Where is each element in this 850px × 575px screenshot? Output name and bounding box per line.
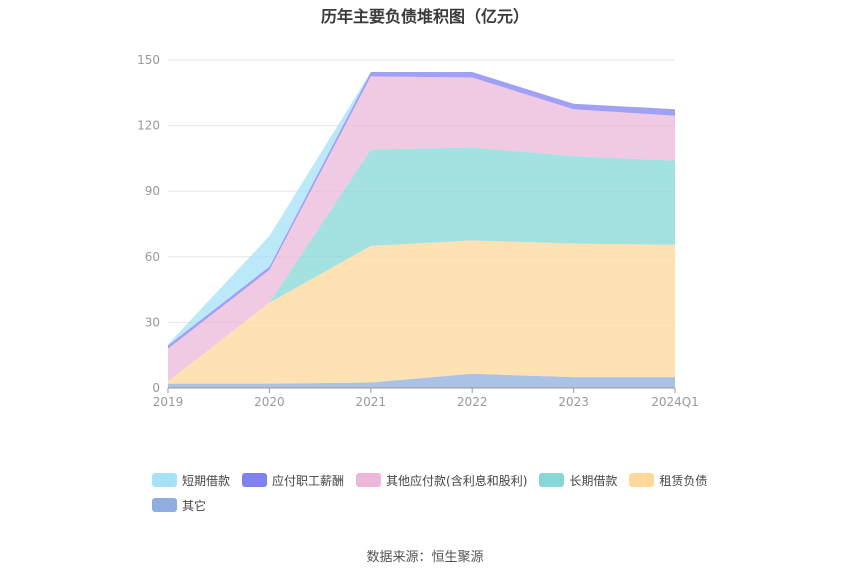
y-tick-label: 120	[137, 119, 160, 133]
legend-swatch	[356, 473, 382, 487]
legend: 短期借款 应付职工薪酬 其他应付款(含利息和股利) 长期借款 租赁负债其它	[152, 472, 732, 513]
legend-item[interactable]: 其它	[152, 497, 206, 513]
x-tick-label: 2019	[153, 395, 184, 409]
legend-item[interactable]: 长期借款	[539, 472, 617, 488]
area-series	[168, 72, 675, 388]
legend-swatch	[539, 473, 565, 487]
area-其它	[168, 373, 675, 388]
data-source: 数据来源：恒生聚源	[366, 550, 484, 565]
legend-item[interactable]: 其他应付款(含利息和股利)	[356, 472, 527, 488]
y-tick-label: 0	[152, 381, 160, 395]
legend-item[interactable]: 租赁负债	[629, 472, 707, 488]
x-tick-label: 2021	[356, 395, 387, 409]
legend-label: 其他应付款(含利息和股利)	[386, 473, 528, 488]
legend-label: 租赁负债	[659, 473, 708, 488]
legend-item[interactable]: 应付职工薪酬	[242, 472, 344, 488]
axes: 0 30 60 90 120 150 2019 2020 2021 2022 2023 2024Q1	[137, 53, 699, 409]
legend-swatch	[242, 473, 268, 487]
legend-swatch	[152, 473, 177, 487]
y-tick-label: 60	[145, 250, 160, 264]
legend-swatch	[629, 473, 655, 487]
legend-label: 长期借款	[569, 473, 618, 488]
y-tick-label: 150	[137, 53, 160, 67]
legend-label: 应付职工薪酬	[272, 473, 345, 488]
x-tick-label: 2022	[457, 395, 488, 409]
area-其他应付款(含利息和股利)	[168, 76, 675, 382]
area-租赁负债	[168, 240, 675, 384]
legend-label: 短期借款	[182, 473, 231, 488]
legend-item[interactable]: 短期借款	[152, 472, 230, 488]
x-tick-label: 2020	[254, 395, 285, 409]
area-长期借款	[168, 147, 675, 382]
x-tick-label: 2024Q1	[651, 395, 699, 409]
legend-label: 其它	[182, 498, 207, 513]
legend-swatch	[152, 498, 177, 512]
y-tick-label: 90	[145, 184, 160, 198]
y-tick-label: 30	[145, 315, 160, 329]
chart-title: 历年主要负债堆积图（亿元）	[320, 7, 529, 26]
x-tick-label: 2023	[558, 395, 589, 409]
